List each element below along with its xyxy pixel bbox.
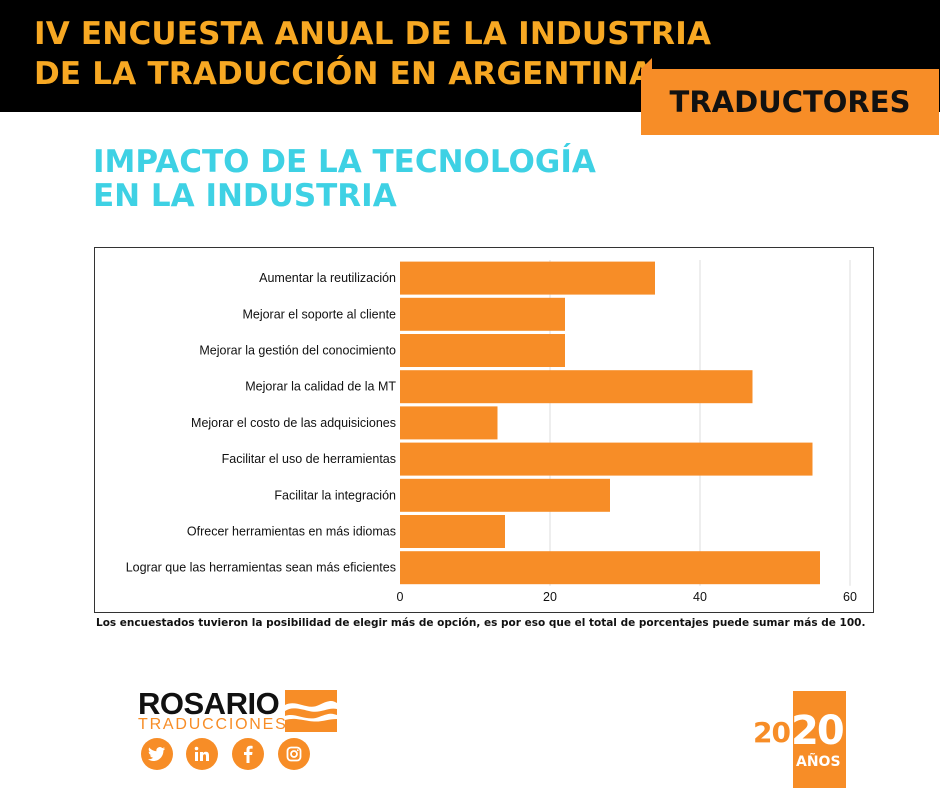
category-label-4: Mejorar el costo de las adquisiciones	[191, 416, 396, 430]
category-tab: TRADUCTORES	[641, 69, 939, 135]
instagram-icon[interactable]	[278, 738, 310, 770]
section-title-line-2: EN LA INDUSTRIA	[93, 178, 397, 214]
section-title-line-1: IMPACTO DE LA TECNOLOGÍA	[93, 144, 596, 180]
bar-5	[400, 442, 813, 476]
bar-2	[400, 334, 565, 367]
bar-8	[400, 551, 820, 585]
category-label-3: Mejorar la calidad de la MT	[245, 380, 396, 394]
bar-1	[400, 297, 565, 331]
logo-subtitle: TRADUCCIONES	[138, 716, 288, 733]
logo-wave-icon	[285, 690, 337, 732]
logo-wordmark: ROSARIO	[138, 686, 280, 721]
linkedin-icon[interactable]	[186, 738, 218, 770]
tick-label-2: 40	[693, 590, 707, 604]
anniversary-badge	[793, 691, 846, 788]
tick-label-3: 60	[843, 590, 857, 604]
bar-chart: Aumentar la reutilización Mejorar el sopo…	[126, 260, 857, 604]
chart-frame: Aumentar la reutilización Mejorar el sopo…	[94, 247, 874, 613]
bar-6	[400, 478, 610, 512]
tab-notch	[641, 58, 652, 69]
category-label-1: Mejorar el soporte al cliente	[242, 307, 396, 321]
footnote: Los encuestados tuvieron la posibilidad …	[96, 617, 866, 629]
bar-0	[400, 261, 655, 295]
badge-label: AÑOS	[796, 754, 841, 770]
page-title-line-1: IV ENCUESTA ANUAL DE LA INDUSTRIA	[34, 16, 712, 52]
badge-number-small: 20	[753, 716, 791, 749]
category-label-5: Facilitar el uso de herramientas	[222, 452, 396, 466]
category-label-7: Ofrecer herramientas en más idiomas	[187, 525, 396, 539]
category-tab-label: TRADUCTORES	[669, 85, 911, 119]
category-label-2: Mejorar la gestión del conocimiento	[199, 344, 396, 358]
badge-number-big: 20	[791, 708, 845, 754]
twitter-icon[interactable]	[141, 738, 173, 770]
tick-label-0: 0	[397, 590, 404, 604]
category-label-8: Lograr que las herramientas sean más efi…	[126, 561, 396, 575]
bar-3	[400, 370, 753, 404]
facebook-icon[interactable]	[232, 738, 264, 770]
category-label-0: Aumentar la reutilización	[259, 271, 396, 285]
tick-label-1: 20	[543, 590, 557, 604]
bar-7	[400, 515, 505, 548]
bar-4	[400, 406, 498, 440]
category-label-6: Facilitar la integración	[274, 488, 396, 502]
page-title-line-2: DE LA TRADUCCIÓN EN ARGENTINA	[34, 56, 654, 92]
